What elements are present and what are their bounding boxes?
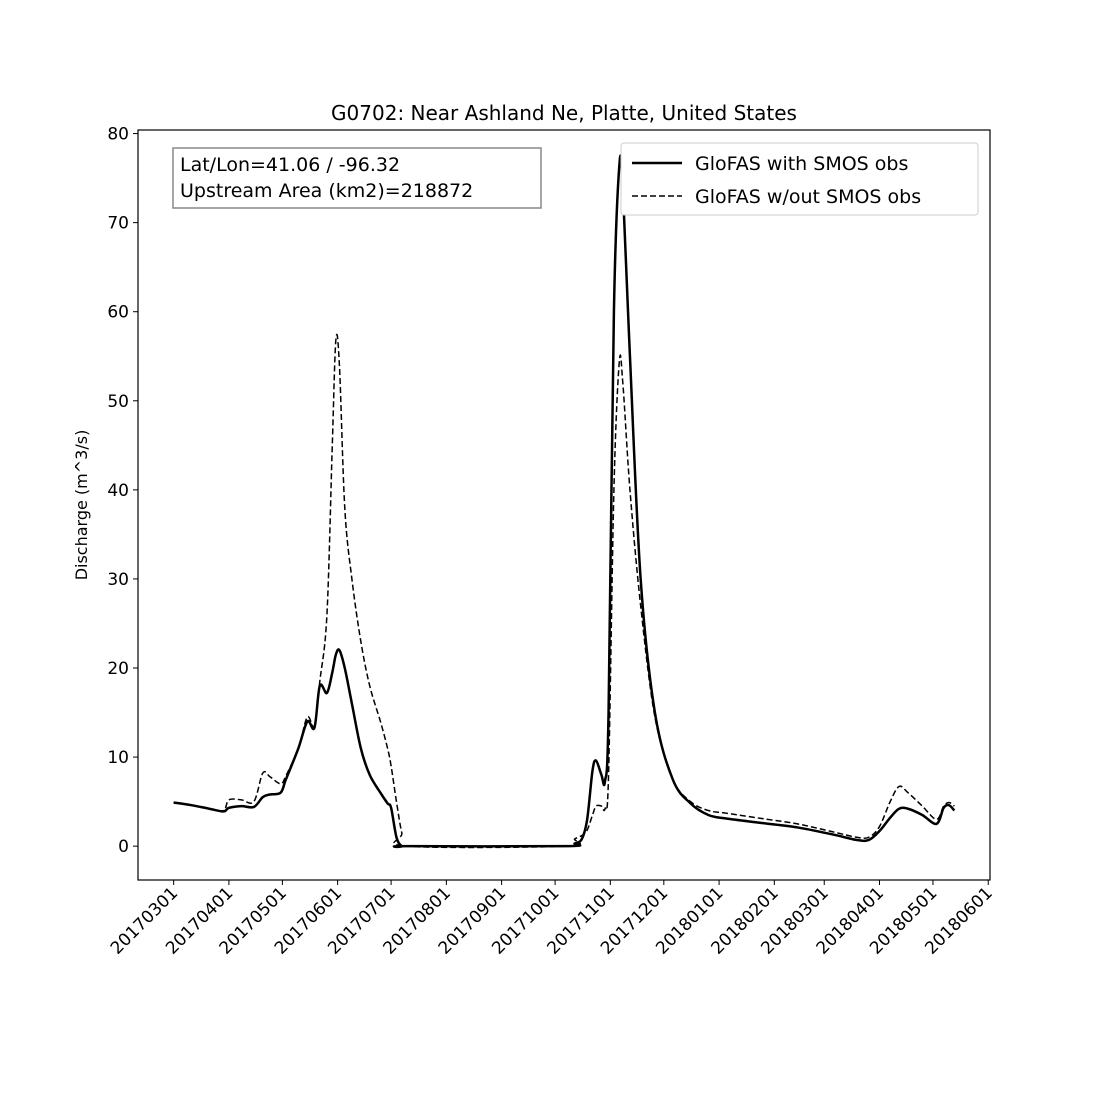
y-tick-label: 30 xyxy=(107,570,129,590)
info-latlon: Lat/Lon=41.06 / -96.32 xyxy=(180,154,400,176)
info-box: Lat/Lon=41.06 / -96.32 Upstream Area (km… xyxy=(172,147,542,209)
info-box-frame xyxy=(172,147,542,209)
y-tick-label: 40 xyxy=(107,481,129,501)
legend: GloFAS with SMOS obs GloFAS w/out SMOS o… xyxy=(620,142,979,216)
y-tick-label: 0 xyxy=(118,837,129,857)
y-tick-label: 50 xyxy=(107,392,129,412)
series-line-with-smos xyxy=(173,154,956,849)
legend-label-without-smos: GloFAS w/out SMOS obs xyxy=(695,186,921,208)
y-tick-label: 60 xyxy=(107,303,129,323)
legend-label-with-smos: GloFAS with SMOS obs xyxy=(695,153,908,175)
axes-frame xyxy=(137,129,991,881)
plot-lines xyxy=(173,154,956,849)
y-axis: 0 10 20 30 40 50 60 70 80 xyxy=(107,125,138,857)
y-tick-label: 20 xyxy=(107,659,129,679)
x-axis: 2017030120170401201705012017060120170701… xyxy=(107,880,997,959)
y-tick-label: 10 xyxy=(107,748,129,768)
chart-title: G0702: Near Ashland Ne, Platte, United S… xyxy=(331,101,797,125)
info-upstream-area: Upstream Area (km2)=218872 xyxy=(180,180,473,202)
legend-frame xyxy=(620,142,979,216)
y-axis-label: Discharge (m^3/s) xyxy=(72,430,91,581)
y-tick-label: 70 xyxy=(107,214,129,234)
y-tick-label: 80 xyxy=(107,125,129,145)
